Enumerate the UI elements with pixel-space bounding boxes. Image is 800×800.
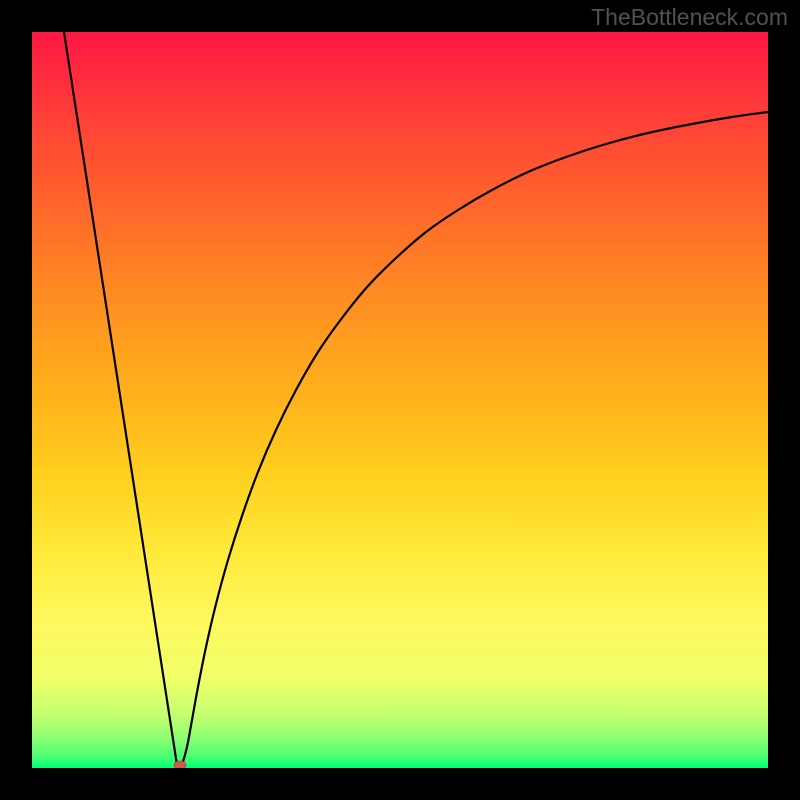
chart-container: TheBottleneck.com bbox=[0, 0, 800, 800]
bottleneck-curve bbox=[32, 32, 768, 768]
curve-left-segment bbox=[64, 32, 177, 765]
watermark-text: TheBottleneck.com bbox=[591, 4, 788, 31]
curve-right-segment bbox=[182, 112, 768, 765]
plot-area bbox=[32, 32, 768, 768]
minimum-marker bbox=[174, 761, 186, 768]
